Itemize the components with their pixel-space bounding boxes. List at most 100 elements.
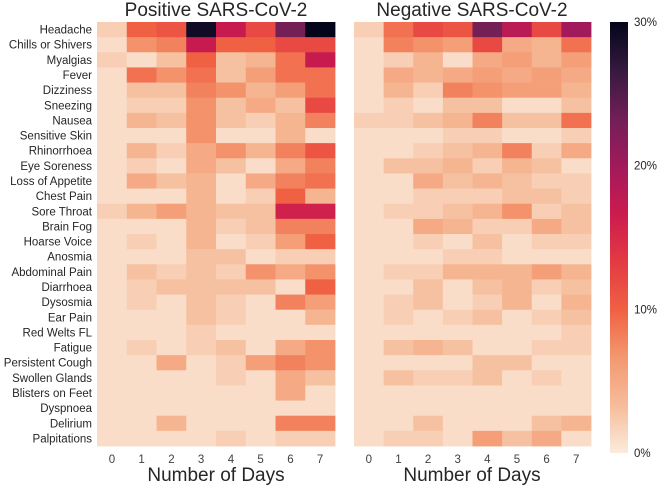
- heatmap-cell: [502, 324, 533, 341]
- heatmap-cell: [97, 324, 128, 341]
- heatmap-cell: [354, 324, 385, 341]
- heatmap-cell: [531, 188, 562, 205]
- heatmap-cell: [442, 82, 473, 99]
- heatmap-cell: [413, 264, 444, 280]
- heatmap-cell: [126, 430, 157, 447]
- heatmap-cell: [275, 249, 306, 265]
- heatmap-cell: [472, 400, 503, 417]
- heatmap-cell: [216, 188, 247, 205]
- heatmap-cell: [245, 400, 276, 417]
- heatmap-cell: [531, 37, 562, 53]
- heatmap-cell: [275, 37, 306, 53]
- heatmap-cell: [97, 370, 128, 386]
- heatmap-cell: [305, 385, 336, 401]
- heatmap-cell: [275, 97, 306, 114]
- x-tick-label: 5: [257, 454, 263, 466]
- x-tick-label: 0: [366, 454, 372, 466]
- heatmap-cell: [442, 430, 473, 447]
- heatmap-cell: [502, 415, 533, 432]
- heatmap-cell: [531, 430, 562, 447]
- heatmap-cell: [354, 340, 385, 356]
- heatmap-cell: [354, 52, 385, 68]
- heatmap-cell: [502, 128, 533, 144]
- heatmap-cell: [383, 234, 414, 250]
- heatmap-cell: [156, 37, 187, 53]
- heatmap-cell: [126, 22, 157, 38]
- colorbar-ticks: 0% 10% 20% 30%: [634, 17, 657, 460]
- heatmap-cell: [531, 22, 562, 38]
- heatmap-cell: [354, 264, 385, 280]
- x-tick-label: 6: [543, 454, 549, 466]
- heatmap-cell: [275, 415, 306, 432]
- colorbar-tick-label: 20%: [634, 161, 657, 173]
- heatmap-cell: [561, 97, 592, 114]
- heatmap-cell: [442, 340, 473, 356]
- heatmap-cell: [186, 294, 217, 311]
- heatmap-cell: [472, 173, 503, 189]
- heatmap-cell: [354, 355, 385, 371]
- heatmap-cell: [413, 385, 444, 401]
- positive-heatmap-cells: [97, 22, 336, 447]
- heatmap-cell: [531, 294, 562, 311]
- heatmap-cell: [156, 340, 187, 356]
- heatmap-cell: [472, 52, 503, 68]
- negative-title: Negative SARS-CoV-2: [376, 0, 567, 21]
- heatmap-cell: [305, 400, 336, 417]
- heatmap-cell: [354, 82, 385, 99]
- heatmap-cell: [502, 430, 533, 447]
- heatmap-cell: [216, 22, 247, 38]
- heatmap-cell: [531, 143, 562, 159]
- heatmap-cell: [502, 37, 533, 53]
- heatmap-cell: [97, 173, 128, 189]
- row-labels: Headache Chills or Shivers Myalgias Fever Di…: [4, 25, 93, 446]
- heatmap-cell: [472, 143, 503, 159]
- heatmap-cell: [126, 52, 157, 68]
- heatmap-cell: [156, 82, 187, 99]
- heatmap-cell: [502, 279, 533, 295]
- heatmap-cell: [413, 22, 444, 38]
- heatmap-cell: [245, 173, 276, 189]
- heatmap-cell: [216, 128, 247, 144]
- x-tick-label: 2: [425, 454, 431, 466]
- heatmap-cell: [531, 264, 562, 280]
- heatmap-cell: [216, 249, 247, 265]
- row-label: Eye Soreness: [20, 161, 92, 173]
- heatmap-cell: [186, 188, 217, 205]
- row-label: Chest Pain: [36, 191, 92, 203]
- heatmap-cell: [186, 324, 217, 341]
- heatmap-cell: [97, 430, 128, 447]
- heatmap-cell: [442, 128, 473, 144]
- heatmap-cell: [561, 67, 592, 83]
- heatmap-cell: [413, 112, 444, 129]
- heatmap-cell: [186, 37, 217, 53]
- row-label: Anosmia: [47, 252, 92, 264]
- heatmap-cell: [561, 128, 592, 144]
- heatmap-cell: [126, 97, 157, 114]
- heatmap-cell: [561, 309, 592, 326]
- heatmap-cell: [413, 143, 444, 159]
- heatmap-cell: [216, 309, 247, 326]
- heatmap-cell: [97, 143, 128, 159]
- heatmap-cell: [383, 415, 414, 432]
- heatmap-cell: [531, 279, 562, 295]
- x-tick-label: 2: [168, 454, 174, 466]
- heatmap-cell: [413, 279, 444, 295]
- heatmap-cell: [354, 400, 385, 417]
- heatmap-cell: [354, 279, 385, 295]
- heatmap-cell: [472, 430, 503, 447]
- heatmap-cell: [126, 203, 157, 220]
- heatmap-cell: [126, 128, 157, 144]
- heatmap-cell: [383, 385, 414, 401]
- heatmap-cell: [275, 188, 306, 205]
- heatmap-cell: [245, 370, 276, 386]
- heatmap-cell: [186, 430, 217, 447]
- heatmap-cell: [502, 143, 533, 159]
- heatmap-cell: [531, 97, 562, 114]
- heatmap-cell: [442, 173, 473, 189]
- heatmap-cell: [502, 249, 533, 265]
- heatmap-cell: [216, 324, 247, 341]
- heatmap-cell: [275, 22, 306, 38]
- heatmap-cell: [561, 203, 592, 220]
- x-tick-label: 4: [484, 454, 491, 466]
- heatmap-cell: [245, 143, 276, 159]
